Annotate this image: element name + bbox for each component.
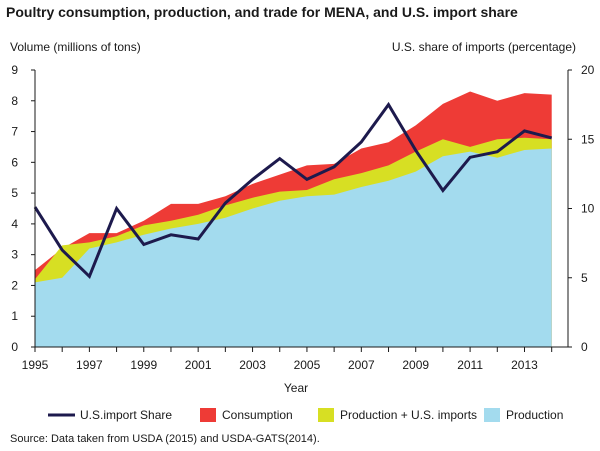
legend-item-u-s-import-share: U.S.import Share [48,408,172,422]
y2-axis-label: U.S. share of imports (percentage) [392,40,576,54]
line-layer [33,101,553,280]
legend: U.S.import Share Consumption Production + … [48,408,563,422]
y-ticks: 0 1 2 3 4 5 6 7 8 9 [11,63,35,354]
area-layers [35,91,552,347]
legend-item-production-u-s-imports: Production + U.S. imports [318,408,477,422]
x-tick-label: 1999 [130,358,157,372]
x-tick-label: 1997 [76,358,103,372]
y2-tick-label: 10 [581,202,595,216]
y2-tick-label: 20 [581,63,595,77]
y-tick-label: 5 [11,186,18,200]
x-tick-label: 2001 [185,358,212,372]
y2-tick-label: 15 [581,132,595,146]
legend-label: Production [506,408,563,422]
x-tick-label: 2011 [457,358,483,372]
legend-label: U.S.import Share [80,408,172,422]
y-tick-label: 3 [11,248,18,262]
legend-label: Consumption [222,408,293,422]
y-tick-label: 0 [11,340,18,354]
y-tick-label: 2 [11,278,18,292]
legend-item-production: Production [484,408,563,422]
line-us-import-share [33,101,553,280]
x-tick-label: 2013 [511,358,538,372]
y2-tick-label: 5 [581,271,588,285]
x-ticks: 1995 1997 1999 2001 2003 2005 2007 2009 2011 2013 [22,347,553,372]
legend-swatch [318,408,334,422]
y-axis-label: Volume (millions of tons) [10,40,141,54]
legend-label: Production + U.S. imports [340,408,477,422]
x-tick-label: 2007 [348,358,375,372]
x-tick-label: 2003 [239,358,266,372]
legend-swatch [484,408,500,422]
legend-item-consumption: Consumption [200,408,293,422]
area-production [35,148,552,347]
y2-tick-label: 0 [581,340,588,354]
y-tick-label: 8 [11,94,18,108]
y-tick-label: 9 [11,63,18,77]
x-tick-label: 2009 [402,358,429,372]
y-tick-label: 6 [11,155,18,169]
y-tick-label: 7 [11,125,18,139]
y2-ticks: 0 5 10 15 20 [568,63,595,354]
legend-swatch [200,408,216,422]
x-axis-label: Year [284,381,308,395]
x-tick-label: 1995 [22,358,49,372]
y-tick-label: 4 [11,217,18,231]
source-note: Source: Data taken from USDA (2015) and … [10,433,320,445]
x-tick-label: 2005 [294,358,321,372]
chart-title: Poultry consumption, production, and tra… [6,4,518,20]
y-tick-label: 1 [11,309,18,323]
